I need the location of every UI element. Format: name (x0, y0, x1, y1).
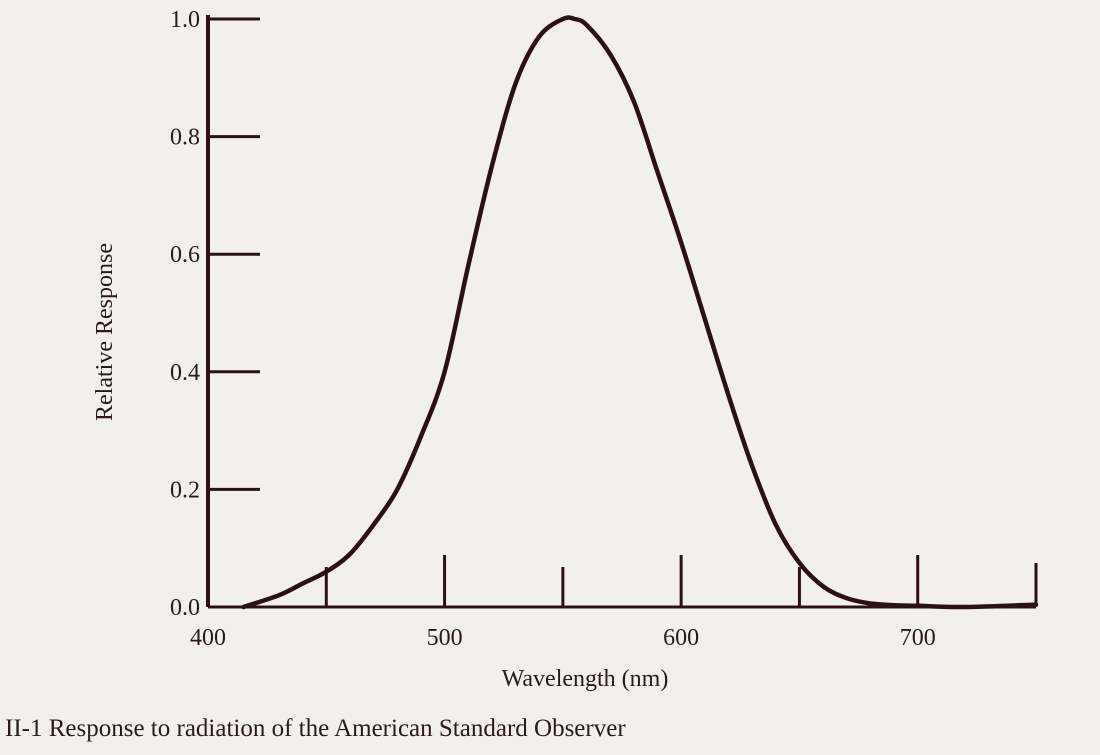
x-tick-label-700: 700 (900, 625, 936, 651)
x-tick-label-400: 400 (190, 625, 226, 651)
x-tick-label-500: 500 (427, 625, 463, 651)
ticks (208, 17, 1038, 609)
series-line (241, 15, 1039, 610)
axes (206, 15, 1036, 609)
figure-caption: II-1 Response to radiation of the Americ… (5, 715, 626, 742)
y-tick-label-0.0: 0.0 (170, 595, 200, 621)
y-tick-label-1.0: 1.0 (170, 7, 200, 33)
tick-labels: 0.0 0.2 0.4 0.6 0.8 1.0 400 500 600 700 (170, 7, 936, 651)
y-tick-label-0.4: 0.4 (170, 360, 200, 386)
y-axis-title: Relative Response (92, 243, 118, 421)
y-tick-label-0.8: 0.8 (170, 125, 200, 151)
y-tick-label-0.6: 0.6 (170, 242, 200, 268)
y-tick-label-0.2: 0.2 (170, 477, 200, 503)
x-tick-label-600: 600 (663, 625, 699, 651)
x-axis-title: Wavelength (nm) (502, 666, 669, 692)
